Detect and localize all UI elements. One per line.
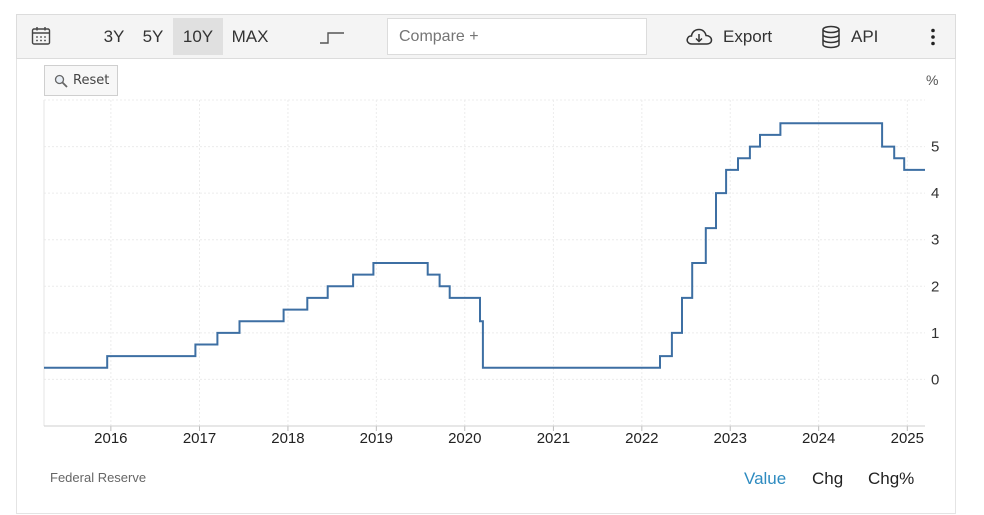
x-tick-label: 2022	[625, 430, 658, 447]
y-tick-label: 3	[931, 232, 939, 249]
compare-input[interactable]	[387, 18, 647, 55]
y-tick-label: 5	[931, 139, 939, 156]
range-10y-button[interactable]: 10Y	[173, 18, 223, 55]
y-tick-label: 0	[931, 371, 939, 388]
magnifier-icon	[54, 74, 68, 88]
y-tick-labels: 0 1 2 3 4 5	[931, 139, 939, 389]
x-tick-label: 2021	[537, 430, 570, 447]
series-layer	[44, 122, 925, 369]
y-tick-label: 1	[931, 325, 939, 342]
axes	[43, 100, 925, 431]
reset-label: Reset	[73, 73, 110, 88]
calendar-icon[interactable]	[31, 26, 51, 46]
x-tick-label: 2016	[94, 430, 127, 447]
x-tick-label: 2019	[360, 430, 393, 447]
database-icon[interactable]	[821, 25, 841, 49]
x-tick-label: 2018	[271, 430, 304, 447]
range-5y-button[interactable]: 5Y	[142, 27, 164, 46]
x-tick-label: 2017	[183, 430, 216, 447]
rate-series-line	[44, 122, 925, 369]
range-3y-button[interactable]: 3Y	[103, 27, 125, 46]
grid-lines	[44, 99, 925, 426]
y-tick-label: 2	[931, 278, 939, 295]
y-tick-label: 4	[931, 185, 939, 202]
metric-chg-tab[interactable]: Chg	[812, 469, 844, 488]
source-label: Federal Reserve	[50, 470, 147, 485]
step-line-icon[interactable]	[319, 27, 345, 47]
export-button[interactable]: Export	[723, 27, 773, 46]
x-tick-label: 2020	[448, 430, 481, 447]
x-tick-label: 2025	[891, 430, 924, 447]
chart-toolbar: 3Y 5Y 10Y MAX Export API	[16, 14, 956, 59]
metric-chg-pct-tab[interactable]: Chg%	[868, 469, 915, 488]
cloud-download-icon[interactable]	[685, 26, 713, 48]
x-tick-labels: 2016 2017 2018 2019 2020 2021 2022 2023 2024 2025	[94, 430, 924, 447]
unit-label: %	[926, 72, 939, 88]
metric-value-tab[interactable]: Value	[744, 469, 787, 488]
x-tick-label: 2023	[714, 430, 747, 447]
x-tick-label: 2024	[802, 430, 835, 447]
vertical-dots-icon[interactable]	[923, 27, 943, 47]
range-max-button[interactable]: MAX	[231, 27, 269, 46]
reset-zoom-button[interactable]: Reset	[44, 65, 118, 96]
api-button[interactable]: API	[851, 27, 879, 46]
